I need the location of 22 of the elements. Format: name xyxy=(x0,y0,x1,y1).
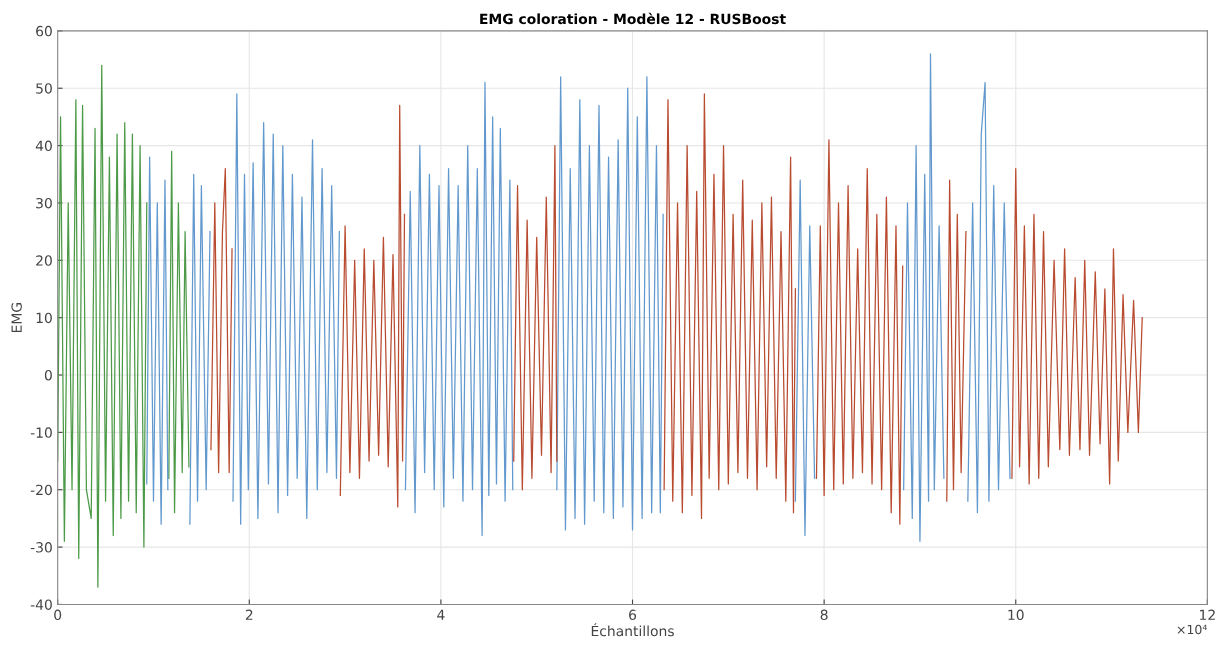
y-tick-label: -10 xyxy=(30,427,52,438)
x-tick-label: 6 xyxy=(629,609,637,621)
y-tick-label: 30 xyxy=(36,197,52,209)
x-tick-label: 2 xyxy=(245,609,253,620)
x-tick-label: 4 xyxy=(437,609,445,620)
y-tick-label: 0 xyxy=(44,369,52,381)
chart-title: EMG coloration - Modèle 12 - RUSBoost xyxy=(480,12,786,25)
y-tick-label: -20 xyxy=(30,484,52,496)
x-tick-label: 8 xyxy=(820,609,828,621)
y-tick-label: -30 xyxy=(30,542,52,553)
y-tick-label: 40 xyxy=(35,140,52,152)
y-tick-label: 10 xyxy=(36,312,52,324)
y-tick-label: 50 xyxy=(36,83,52,94)
x-tick-label: 10 xyxy=(1008,609,1024,621)
y-axis-title: EMG xyxy=(11,303,22,333)
x-tick-label: 12 xyxy=(1200,609,1215,620)
y-tick-label: 60 xyxy=(36,25,52,37)
x-axis-title: Échantillons xyxy=(591,623,674,637)
text: ×10⁴ xyxy=(1177,624,1207,635)
x-tick-label: 0 xyxy=(54,609,62,621)
y-tick-label: -40 xyxy=(30,599,52,610)
y-tick-label: 20 xyxy=(36,255,52,266)
